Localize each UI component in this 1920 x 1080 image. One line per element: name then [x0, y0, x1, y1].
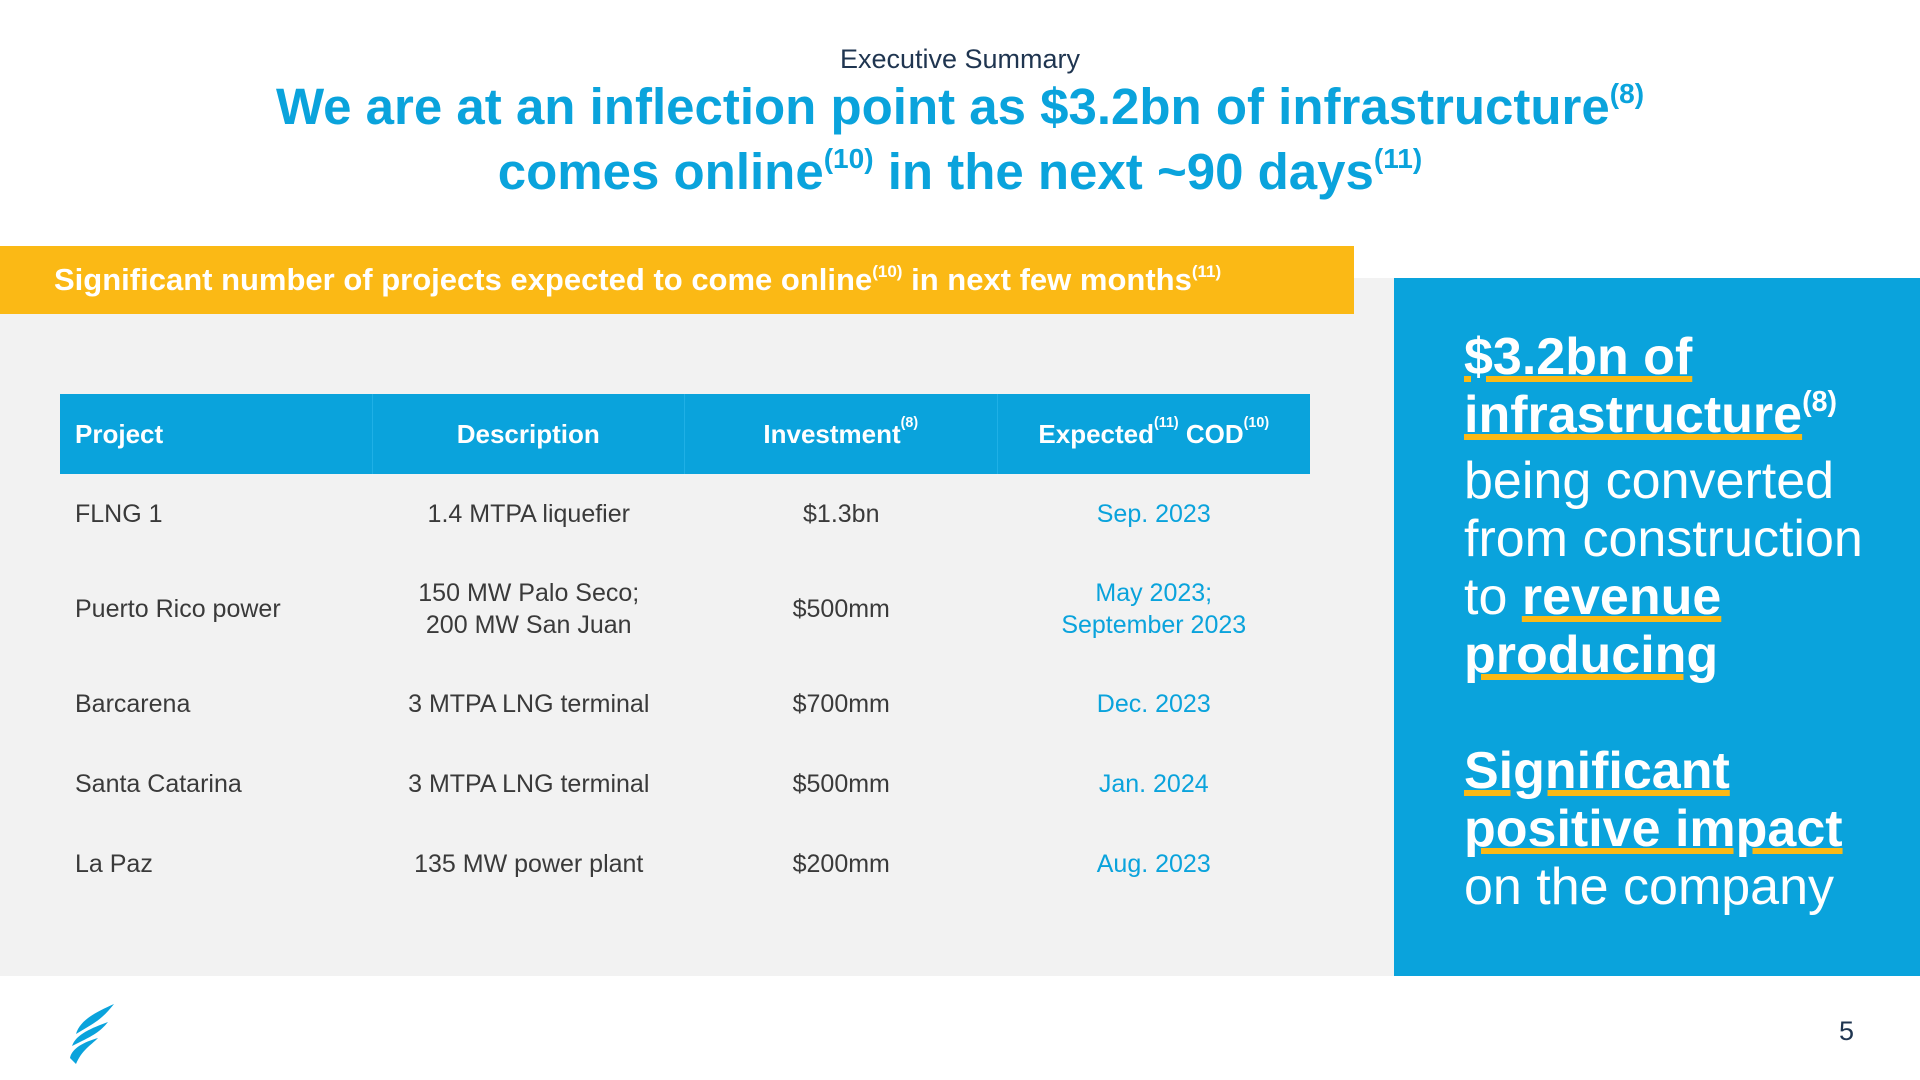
callout-highlight: infrastructure [1464, 386, 1803, 444]
banner-text-a: Significant number of projects expected … [54, 262, 873, 297]
header-label: Project [75, 418, 164, 449]
column-header-description: Description [373, 394, 685, 474]
callout-body: being converted from construction to [1464, 452, 1863, 626]
page-number: 5 [1838, 1016, 1854, 1046]
footnote-ref: (10) [872, 262, 903, 282]
table-row: Barcarena 3 MTPA LNG terminal $700mm Dec… [60, 664, 1310, 744]
footnote-ref: (10) [823, 142, 874, 174]
callout-highlight: revenue producing [1464, 568, 1722, 684]
slide-title: We are at an inflection point as $3.2bn … [0, 78, 1920, 208]
cell-line: Dec. 2023 [1096, 690, 1211, 718]
cell-cod: Aug. 2023 [998, 848, 1311, 880]
cell-line: 135 MW power plant [414, 850, 644, 878]
cell-line: September 2023 [1061, 611, 1247, 639]
cell-cod: Dec. 2023 [998, 688, 1311, 720]
cell-cod: Jan. 2024 [998, 768, 1311, 800]
column-header-project: Project [60, 394, 373, 474]
cell-project: FLNG 1 [75, 500, 163, 528]
cell-line: 1.4 MTPA liquefier [427, 500, 630, 528]
footnote-ref: (11) [1154, 415, 1179, 432]
cell-description: 1.4 MTPA liquefier [373, 498, 686, 530]
cell-project: Santa Catarina [75, 770, 242, 798]
column-header-investment: Investment (8) [685, 394, 998, 474]
cell-description: 3 MTPA LNG terminal [373, 768, 686, 800]
callout-paragraph-2: Significant positive impact on the compa… [1464, 742, 1904, 916]
cell-description: 3 MTPA LNG terminal [373, 688, 686, 720]
table-header-row: Project Description Investment (8) Expect… [60, 394, 1310, 474]
cell-project: Barcarena [75, 690, 191, 718]
callout-highlight: $3.2bn of [1464, 328, 1693, 386]
title-text-2a: comes online [497, 143, 824, 200]
banner-text-b: in next few months [902, 262, 1192, 297]
section-banner: Significant number of projects expected … [0, 246, 1354, 314]
cell-line: May 2023; [1095, 579, 1213, 607]
cell-investment: $700mm [792, 690, 890, 718]
title-text-1: We are at an inflection point as $3.2bn … [275, 78, 1610, 135]
slide-eyebrow: Executive Summary [839, 44, 1081, 74]
column-header-expected-cod: Expected (11) COD (10) [998, 394, 1311, 474]
cell-cod: Sep. 2023 [998, 498, 1311, 530]
title-line-1: We are at an inflection point as $3.2bn … [0, 78, 1920, 143]
cell-line: Aug. 2023 [1096, 850, 1211, 878]
cell-description: 135 MW power plant [373, 848, 686, 880]
table-row: FLNG 1 1.4 MTPA liquefier $1.3bn Sep. 20… [60, 474, 1310, 554]
title-line-2: comes online(10) in the next ~90 days(11… [0, 143, 1920, 208]
header-label: Investment [763, 418, 901, 449]
title-text-2b: in the next ~90 days [873, 143, 1374, 200]
cell-investment: $1.3bn [803, 500, 880, 528]
cell-line: Jan. 2024 [1098, 770, 1209, 798]
header-label: Expected [1038, 418, 1155, 449]
cell-cod: May 2023; September 2023 [998, 577, 1311, 641]
cell-project: La Paz [75, 850, 153, 878]
callout-highlight: Significant positive impact [1464, 742, 1843, 858]
cell-project: Puerto Rico power [75, 595, 281, 623]
footnote-ref: (8) [1802, 385, 1838, 418]
callout-text: $3.2bn of infrastructure(8) being conver… [1464, 328, 1904, 916]
footnote-ref: (11) [1373, 142, 1423, 174]
cell-line: 3 MTPA LNG terminal [408, 770, 650, 798]
callout-paragraph-1: $3.2bn of infrastructure(8) being conver… [1464, 328, 1904, 684]
footnote-ref: (10) [1243, 415, 1270, 432]
cell-description: 150 MW Palo Seco; 200 MW San Juan [373, 577, 686, 641]
projects-table: Project Description Investment (8) Expect… [60, 394, 1310, 904]
cell-line: 3 MTPA LNG terminal [408, 690, 650, 718]
cell-investment: $500mm [792, 770, 890, 798]
callout-body: on the company [1464, 858, 1835, 916]
company-flame-logo-icon [70, 1004, 114, 1064]
cell-line: Sep. 2023 [1096, 500, 1211, 528]
cell-line: 200 MW San Juan [425, 611, 632, 639]
footnote-ref: (8) [1609, 77, 1645, 109]
cell-investment: $200mm [792, 850, 890, 878]
cell-line: 150 MW Palo Seco; [418, 579, 640, 607]
footnote-ref: (11) [1191, 262, 1222, 282]
table-row: Puerto Rico power 150 MW Palo Seco; 200 M… [60, 554, 1310, 664]
table-row: Santa Catarina 3 MTPA LNG terminal $500m… [60, 744, 1310, 824]
header-label: Description [456, 418, 600, 449]
header-label: COD [1178, 418, 1244, 449]
cell-investment: $500mm [792, 595, 890, 623]
callout-panel [1394, 278, 1920, 976]
footnote-ref: (8) [900, 415, 919, 432]
table-row: La Paz 135 MW power plant $200mm Aug. 20… [60, 824, 1310, 904]
